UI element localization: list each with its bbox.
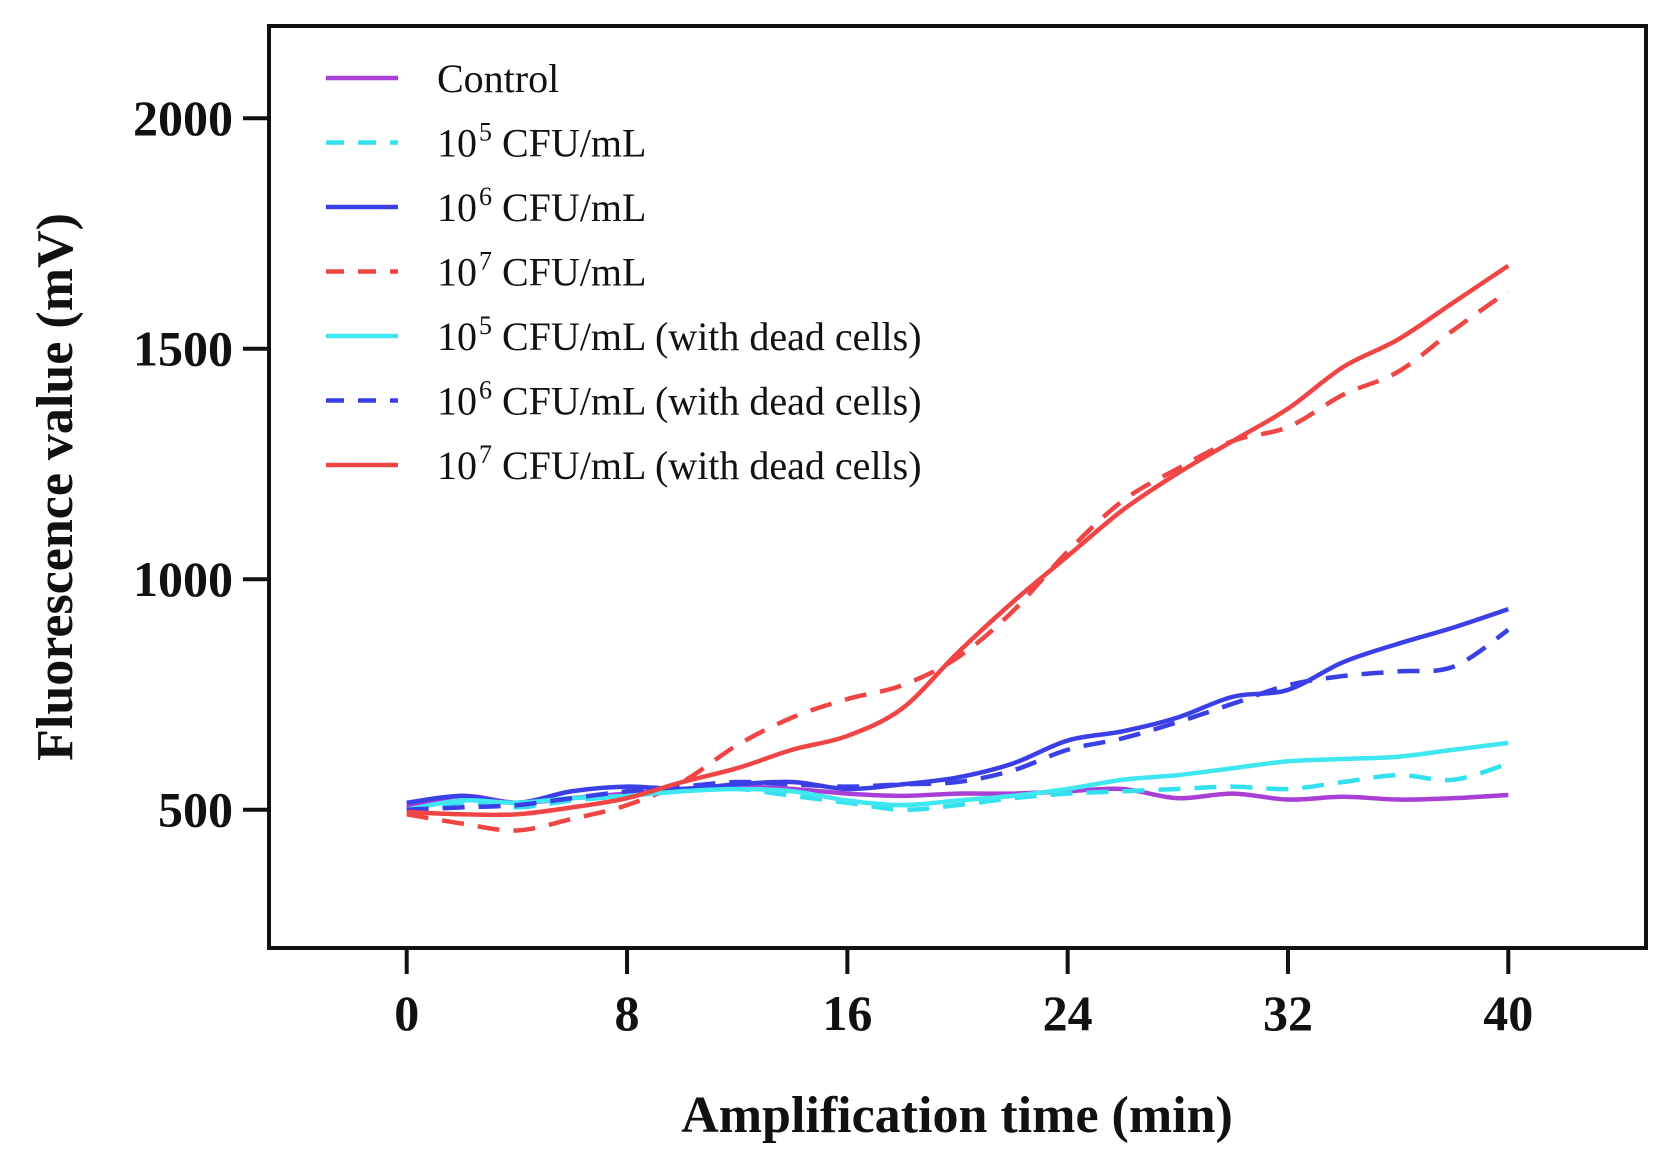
x-axis-title: Amplification time (min)	[681, 1087, 1233, 1144]
legend-label: 105 CFU/mL (with dead cells)	[437, 311, 922, 359]
plot-frame	[267, 24, 1648, 950]
legend-label-exponent: 7	[479, 440, 492, 469]
legend-label-base: 10	[437, 314, 477, 359]
legend-label: Control	[437, 56, 559, 101]
legend-label-base: Control	[437, 56, 559, 101]
y-tick-label: 2000	[133, 90, 233, 146]
series-layer	[406, 263, 1510, 833]
series-line-6	[406, 628, 1510, 812]
legend-label: 107 CFU/mL	[437, 247, 646, 295]
series-line-3	[406, 607, 1510, 806]
y-axis-title: Fluorescence value (mV)	[27, 213, 84, 761]
x-axis: 0 8 16 24 32 40	[394, 948, 1533, 1041]
x-tick-label: 16	[822, 985, 872, 1041]
y-tick-label: 1000	[133, 551, 233, 607]
series-line-4	[406, 289, 1510, 833]
y-axis: 500 1000 1500 2000	[133, 90, 269, 838]
x-tick-label: 0	[394, 985, 419, 1041]
x-tick-label: 32	[1263, 985, 1313, 1041]
legend-label-base: 10	[437, 250, 477, 295]
legend-label-exponent: 6	[479, 182, 492, 211]
legend-label-exponent: 7	[479, 247, 492, 276]
legend-label-unit: CFU/mL	[492, 121, 646, 166]
legend-label-unit: CFU/mL (with dead cells)	[492, 314, 922, 359]
legend-label: 106 CFU/mL	[437, 182, 646, 230]
series-line-7	[406, 263, 1510, 818]
legend-label-base: 10	[437, 185, 477, 230]
legend-label-exponent: 5	[479, 118, 492, 147]
x-tick-label: 40	[1483, 985, 1533, 1041]
legend-label-unit: CFU/mL	[492, 185, 646, 230]
legend-label-base: 10	[437, 121, 477, 166]
legend-label: 107 CFU/mL (with dead cells)	[437, 440, 922, 488]
series-line-2	[406, 761, 1509, 815]
legend-label-exponent: 5	[479, 311, 492, 340]
legend-label: 105 CFU/mL	[437, 118, 646, 166]
x-tick-label: 8	[615, 985, 640, 1041]
legend-label-base: 10	[437, 379, 477, 424]
y-tick-label: 1500	[133, 321, 233, 377]
x-tick-label: 24	[1043, 985, 1093, 1041]
legend-label: 106 CFU/mL (with dead cells)	[437, 376, 922, 424]
legend-label-unit: CFU/mL (with dead cells)	[492, 443, 922, 488]
y-tick-label: 500	[158, 782, 233, 838]
legend-label-base: 10	[437, 443, 477, 488]
legend-label-unit: CFU/mL (with dead cells)	[492, 379, 922, 424]
legend-label-unit: CFU/mL	[492, 250, 646, 295]
legend-label-exponent: 6	[479, 376, 492, 405]
